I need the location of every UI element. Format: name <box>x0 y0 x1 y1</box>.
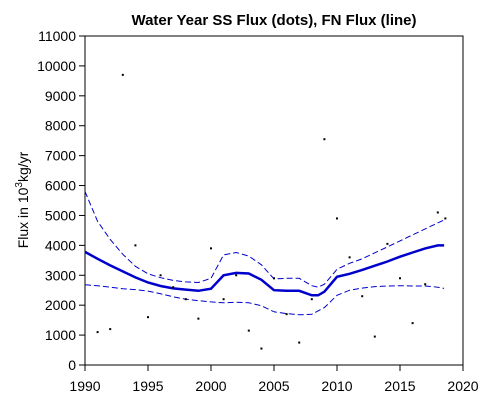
fn-flux-line-group <box>84 244 445 297</box>
y-tick-label: 11000 <box>38 28 76 44</box>
data-point <box>96 331 99 334</box>
data-point <box>373 335 376 338</box>
y-tick-label: 9000 <box>45 88 76 104</box>
y-tick-label: 3000 <box>45 267 76 283</box>
data-point <box>260 347 263 350</box>
data-point <box>336 217 338 220</box>
data-point <box>109 328 112 331</box>
data-point <box>121 73 124 76</box>
data-point <box>436 211 439 214</box>
confidence-bands <box>84 191 445 316</box>
data-point <box>424 283 427 286</box>
data-point <box>386 242 389 245</box>
data-point <box>222 298 225 301</box>
x-tick-label: 1990 <box>69 378 100 394</box>
data-point <box>172 286 175 289</box>
y-axis-label: Flux in 103kg/yr <box>14 151 31 248</box>
y-tick-label: 4000 <box>45 237 76 253</box>
data-point <box>361 295 364 298</box>
y-axis: 0 1000 2000 3000 4000 5000 6000 7000 8000 9000 100… <box>37 28 85 373</box>
x-tick-label: 2005 <box>258 378 289 394</box>
y-tick-label: 10000 <box>37 58 76 74</box>
y-tick-label: 0 <box>68 357 76 373</box>
data-point <box>235 274 238 277</box>
data-point <box>298 341 301 344</box>
data-point <box>285 313 288 316</box>
chart-title: Water Year SS Flux (dots), FN Flux (line… <box>131 12 416 29</box>
fn-flux-line <box>84 244 445 297</box>
data-point <box>159 274 162 277</box>
y-axis-label-suffix: kg/yr <box>15 151 31 182</box>
x-tick-label: 2015 <box>384 378 415 394</box>
y-tick-label: 2000 <box>45 297 76 313</box>
data-point <box>273 277 275 280</box>
y-tick-label: 8000 <box>45 118 76 134</box>
x-axis: 1990 1995 2000 2005 2010 2015 2020 <box>69 365 479 394</box>
data-point <box>197 317 200 320</box>
ss-flux-points <box>96 73 447 350</box>
data-point <box>134 244 137 247</box>
data-point <box>399 277 401 280</box>
data-point <box>323 138 326 141</box>
x-tick-label: 1995 <box>132 378 163 394</box>
y-axis-label-sup: 3 <box>14 182 25 188</box>
y-axis-label-prefix: Flux in 10 <box>15 187 31 248</box>
data-point <box>310 298 313 301</box>
y-tick-label: 6000 <box>45 178 76 194</box>
data-point <box>184 298 187 301</box>
y-tick-label: 7000 <box>45 148 76 164</box>
plot-frame <box>84 35 464 366</box>
data-point <box>210 247 212 250</box>
data-point <box>147 316 149 319</box>
lower-band-line <box>84 284 445 316</box>
data-point <box>444 217 447 220</box>
y-tick-label: 1000 <box>45 327 76 343</box>
x-tick-label: 2010 <box>321 378 352 394</box>
x-tick-label: 2000 <box>195 378 226 394</box>
x-tick-label: 2020 <box>447 378 478 394</box>
upper-band-line <box>84 191 445 288</box>
y-tick-label: 5000 <box>45 207 76 223</box>
data-point <box>411 322 414 325</box>
data-point <box>247 329 250 332</box>
data-point <box>348 256 351 259</box>
